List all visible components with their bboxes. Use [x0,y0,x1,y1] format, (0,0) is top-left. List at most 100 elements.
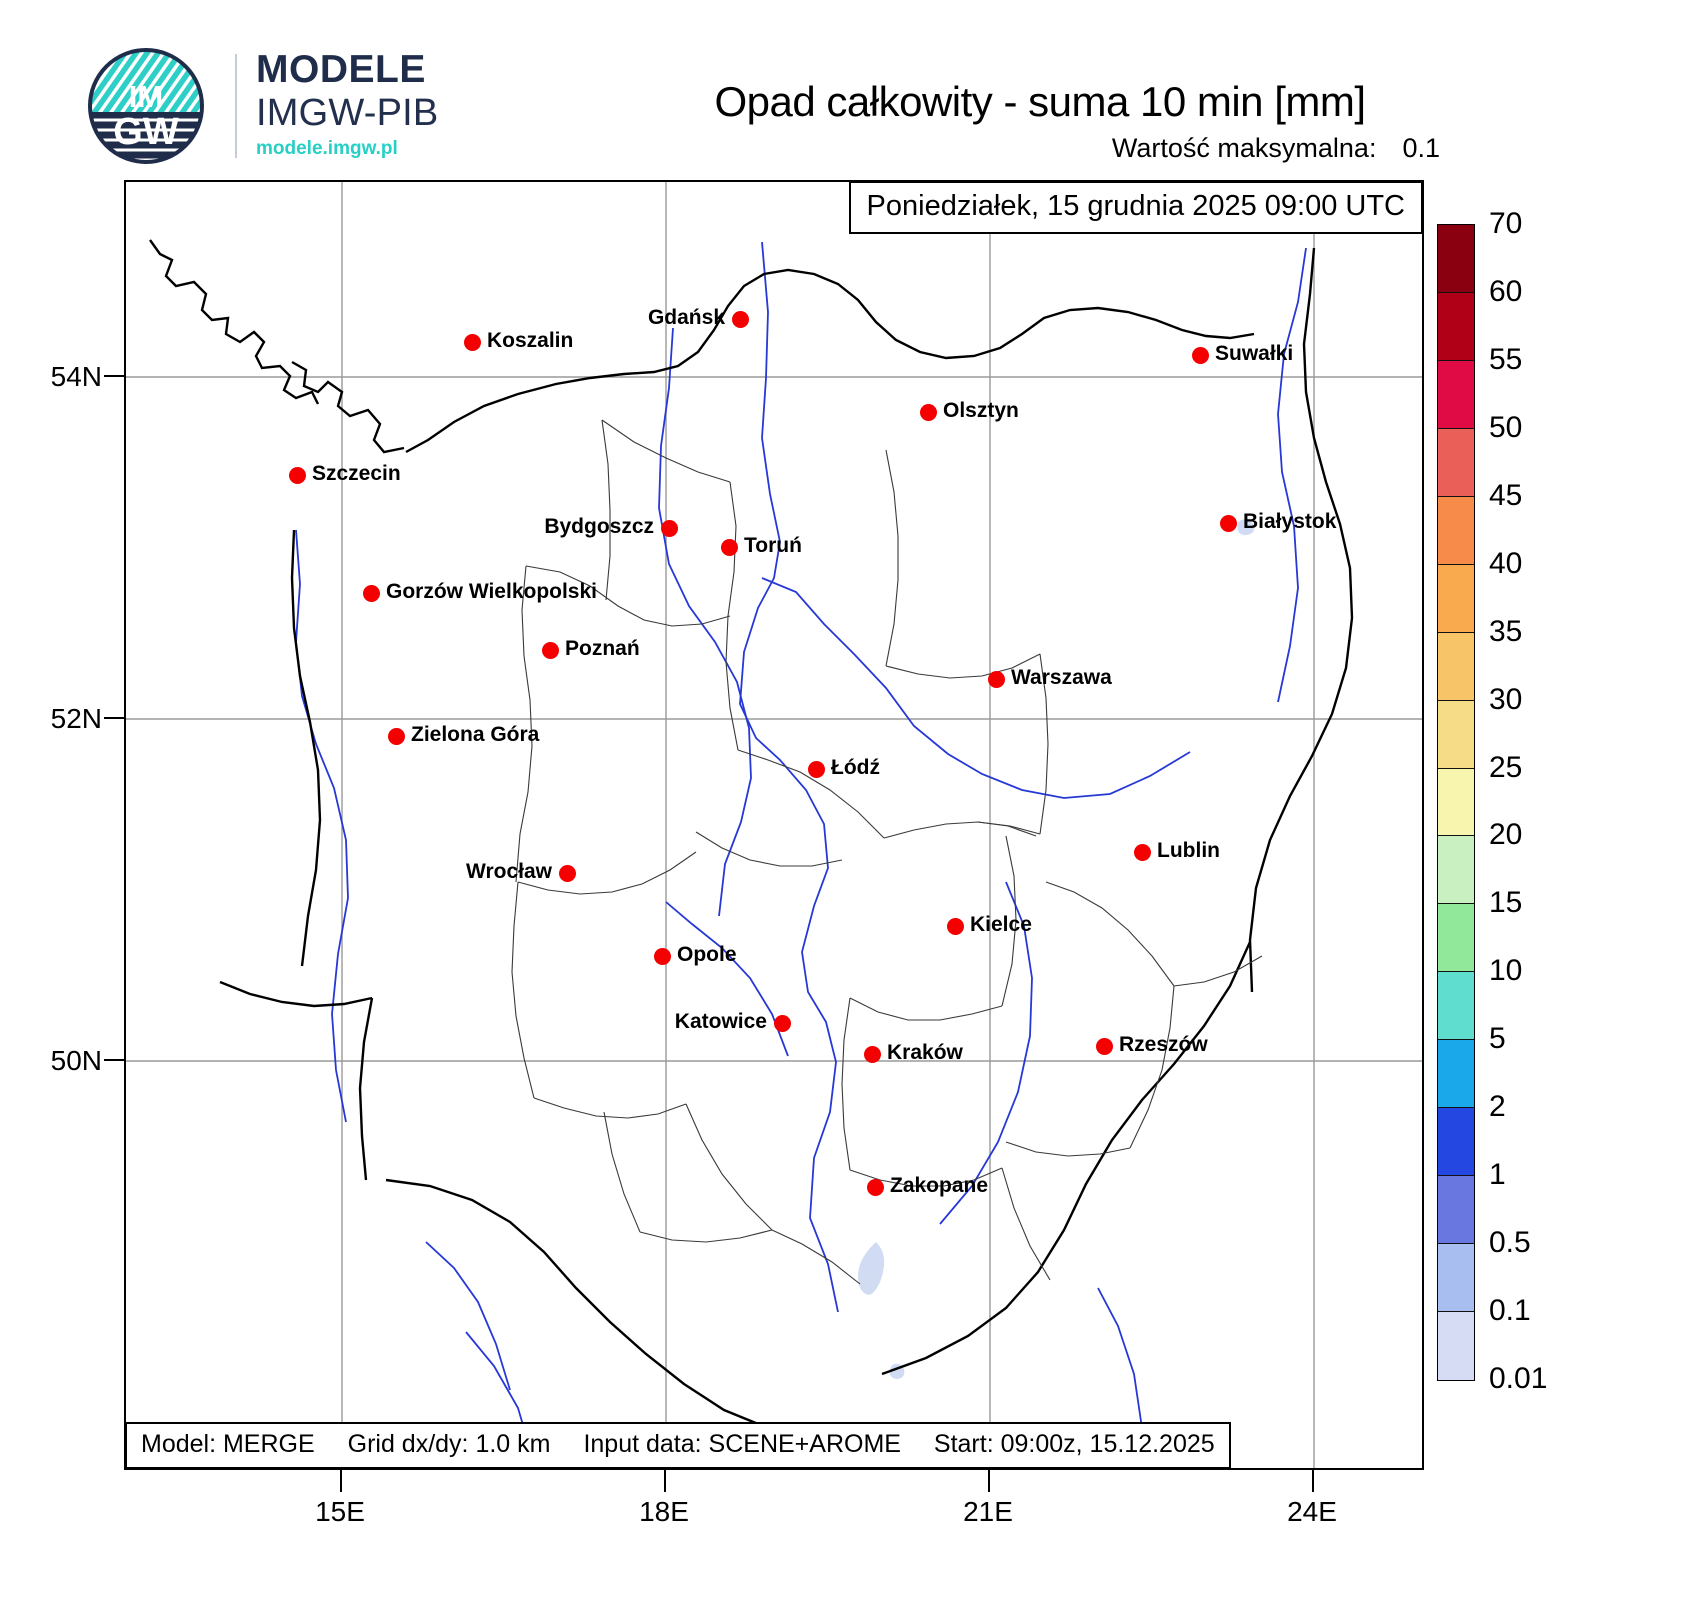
city-label: Olsztyn [943,399,1019,422]
colorbar-tick-label: 40 [1489,546,1523,580]
lat-label-52N: 52N [50,703,102,734]
brand-logo-block: IM GW MODELE IMGW-PIB modele.imgw.pl [88,48,448,168]
city-label: Gdańsk [647,306,725,329]
city-dot-icon [1192,347,1209,364]
colorbar-segment [1438,632,1474,701]
lon-label-18E: 18E [639,1496,689,1527]
brand-line-modele: MODELE [256,48,426,91]
forecast-timestamp: Poniedziałek, 15 grudnia 2025 09:00 UTC [848,182,1422,234]
colorbar-tick-label: 5 [1489,1022,1506,1056]
city-label: Koszalin [487,329,574,352]
city-label: Białystok [1243,510,1337,533]
colorbar-segment [1438,1176,1474,1245]
voivodeship-borders [511,419,1263,1285]
colorbar-segment [1438,700,1474,769]
colorbar-tick-label: 2 [1489,1090,1506,1124]
city-label: Warszawa [1011,666,1112,689]
lon-tick-15E [340,1470,342,1492]
city-dot-icon [774,1015,791,1032]
colorbar-tick-label: 10 [1489,954,1523,988]
colorbar-tick-label: 0.1 [1489,1294,1531,1328]
city-label: Gorzów Wielkopolski [386,580,598,603]
city-dot-icon [920,404,937,421]
city-dot-icon [654,948,671,965]
city-dot-icon [1220,515,1237,532]
colorbar-tick-label: 70 [1489,207,1523,240]
model-start-time: Start: 09:00z, 15.12.2025 [933,1430,1215,1458]
city-label: Zielona Góra [411,723,540,746]
city-label: Łódź [831,756,880,779]
colorbar-tick-label: 35 [1489,614,1523,648]
model-grid: Grid dx/dy: 1.0 km [347,1430,551,1458]
city-dot-icon [559,865,576,882]
max-value-number: 0.1 [1402,133,1440,163]
model-name: Model: MERGE [141,1430,315,1458]
colorbar-segment [1438,1108,1474,1177]
model-info-bar: Model: MERGE Grid dx/dy: 1.0 km Input da… [126,1422,1231,1468]
max-value-line: Wartość maksymalna: 0.1 [640,133,1440,164]
city-label: Wrocław [466,860,552,883]
city-dot-icon [363,585,380,602]
imgw-circle-logo-icon: IM GW [88,48,204,164]
colorbar-segment [1438,292,1474,361]
city-dot-icon [1134,844,1151,861]
city-label: Zakopane [890,1174,989,1197]
lat-tick-54N [104,375,126,377]
city-dot-icon [867,1179,884,1196]
city-label: Toruń [744,534,802,557]
city-dot-icon [721,539,738,556]
colorbar-tick-label: 50 [1489,410,1523,444]
precipitation-field [858,519,1255,1379]
city-label: Szczecin [312,462,401,485]
graticule [126,182,1422,1468]
colorbar-segment [1438,564,1474,633]
map-panel[interactable]: Poniedziałek, 15 grudnia 2025 09:00 UTC … [124,180,1424,1470]
colorbar-segment [1438,496,1474,565]
svg-text:IM: IM [129,79,163,114]
lon-tick-24E [1312,1470,1314,1492]
max-value-label: Wartość maksymalna: [1111,133,1377,163]
rivers [295,241,1307,1457]
city-label: Katowice [674,1010,767,1033]
colorbar-segment [1438,904,1474,973]
city-dot-icon [808,761,825,778]
city-label: Rzeszów [1119,1033,1208,1056]
city-dot-icon [661,520,678,537]
colorbar-segment [1438,225,1474,293]
city-dot-icon [1096,1038,1113,1055]
colorbar [1437,224,1475,1381]
model-input-data: Input data: SCENE+AROME [583,1430,901,1458]
lon-tick-18E [664,1470,666,1492]
colorbar-tick-label: 60 [1489,274,1523,308]
colorbar-tick-label: 45 [1489,478,1523,512]
colorbar-tick-label: 25 [1489,750,1523,784]
colorbar-tick-label: 15 [1489,886,1523,920]
city-dot-icon [542,642,559,659]
lon-label-15E: 15E [315,1496,365,1527]
colorbar-tick-label: 55 [1489,342,1523,376]
city-label: Kraków [887,1041,963,1064]
lon-label-21E: 21E [963,1496,1013,1527]
city-dot-icon [289,467,306,484]
city-label: Kielce [970,913,1032,936]
colorbar-segment [1438,1040,1474,1109]
colorbar-segment [1438,360,1474,429]
colorbar-segment [1438,428,1474,497]
city-label: Bydgoszcz [544,515,654,538]
colorbar-segment [1438,1244,1474,1312]
city-dot-icon [732,311,749,328]
city-dot-icon [864,1046,881,1063]
colorbar-tick-label: 30 [1489,682,1523,716]
brand-website-link[interactable]: modele.imgw.pl [256,138,398,159]
svg-text:GW: GW [113,111,179,153]
lat-label-54N: 54N [50,361,102,392]
map-graphic [126,182,1422,1468]
colorbar-segment [1438,768,1474,837]
lat-tick-50N [104,1059,126,1061]
logo-divider [235,54,237,158]
colorbar-segment [1438,836,1474,905]
city-label: Opole [677,943,737,966]
colorbar-tick-label: 0.01 [1489,1362,1548,1395]
brand-text: MODELE IMGW-PIB modele.imgw.pl [256,48,516,161]
colorbar-segment [1438,1312,1474,1380]
